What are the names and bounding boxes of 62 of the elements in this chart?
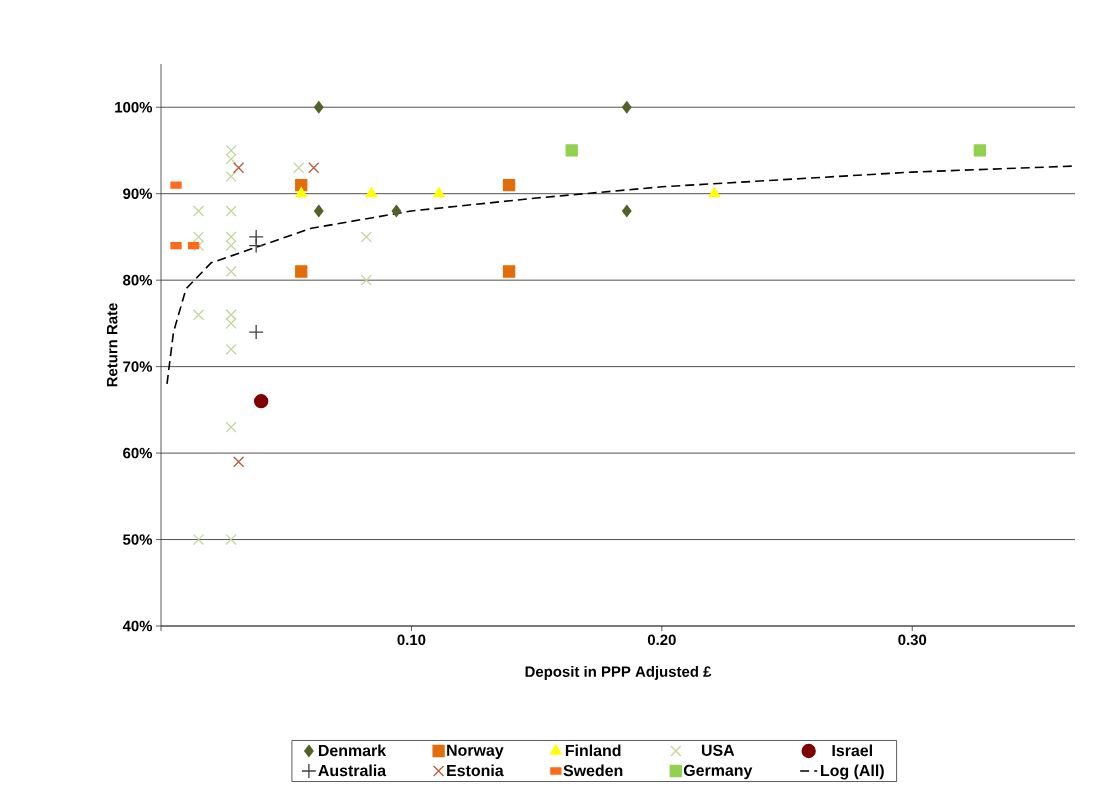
point (225, 533, 237, 546)
y-axis-title: Return Rate (106, 303, 118, 387)
point (502, 178, 516, 192)
point (225, 343, 237, 355)
point (192, 309, 205, 321)
y-tick-label: 60% (123, 447, 153, 459)
legend-label: Denmark (318, 744, 387, 757)
point (192, 205, 205, 217)
point (295, 265, 308, 278)
point (565, 144, 578, 157)
point (225, 205, 237, 217)
x-tick-label: 0.10 (397, 634, 426, 646)
point (225, 153, 237, 165)
legend-label: Estonia (447, 764, 504, 777)
y-tick-label: 50% (123, 534, 153, 545)
point (973, 144, 987, 157)
point (313, 101, 324, 114)
legend-label: Israel (832, 744, 872, 757)
point (225, 144, 237, 157)
y-tick-label: 80% (123, 274, 153, 286)
legend-label: Norway (447, 744, 504, 760)
y-tick-label: 40% (122, 620, 153, 632)
y-tick-label: 100% (115, 101, 153, 113)
point (365, 187, 378, 198)
legend-label: Finland (565, 744, 621, 757)
point (225, 309, 237, 321)
point (192, 533, 205, 546)
legend-label: Log (All) (821, 764, 884, 780)
point (225, 170, 237, 182)
legend-label: Sweden (563, 764, 623, 777)
x-tick-label: 0.30 (898, 634, 927, 646)
y-tick-label: 70% (123, 361, 153, 372)
point (293, 162, 305, 174)
legend-label: USA (701, 744, 735, 756)
point (360, 231, 372, 243)
legend-label: Germany (683, 764, 753, 780)
point (254, 394, 269, 409)
point (708, 187, 721, 198)
x-axis-title: Deposit in PPP Adjusted £ (525, 665, 712, 680)
point (248, 237, 264, 254)
legend-label: Australia (318, 764, 387, 777)
point (313, 204, 324, 218)
point (391, 204, 402, 218)
point (622, 204, 632, 218)
point (225, 239, 237, 252)
y-tick-label: 90% (123, 188, 153, 199)
point (170, 241, 182, 250)
point (360, 274, 372, 286)
point (295, 187, 308, 198)
point (225, 265, 237, 278)
point (192, 231, 205, 243)
x-tick-label: 0.20 (647, 634, 676, 646)
point (233, 162, 245, 174)
point (308, 162, 320, 174)
point (225, 231, 237, 243)
point (225, 317, 237, 329)
point (225, 421, 237, 433)
point (433, 187, 445, 198)
point (248, 324, 264, 340)
point (622, 101, 632, 114)
point (502, 265, 516, 278)
point (233, 456, 245, 468)
